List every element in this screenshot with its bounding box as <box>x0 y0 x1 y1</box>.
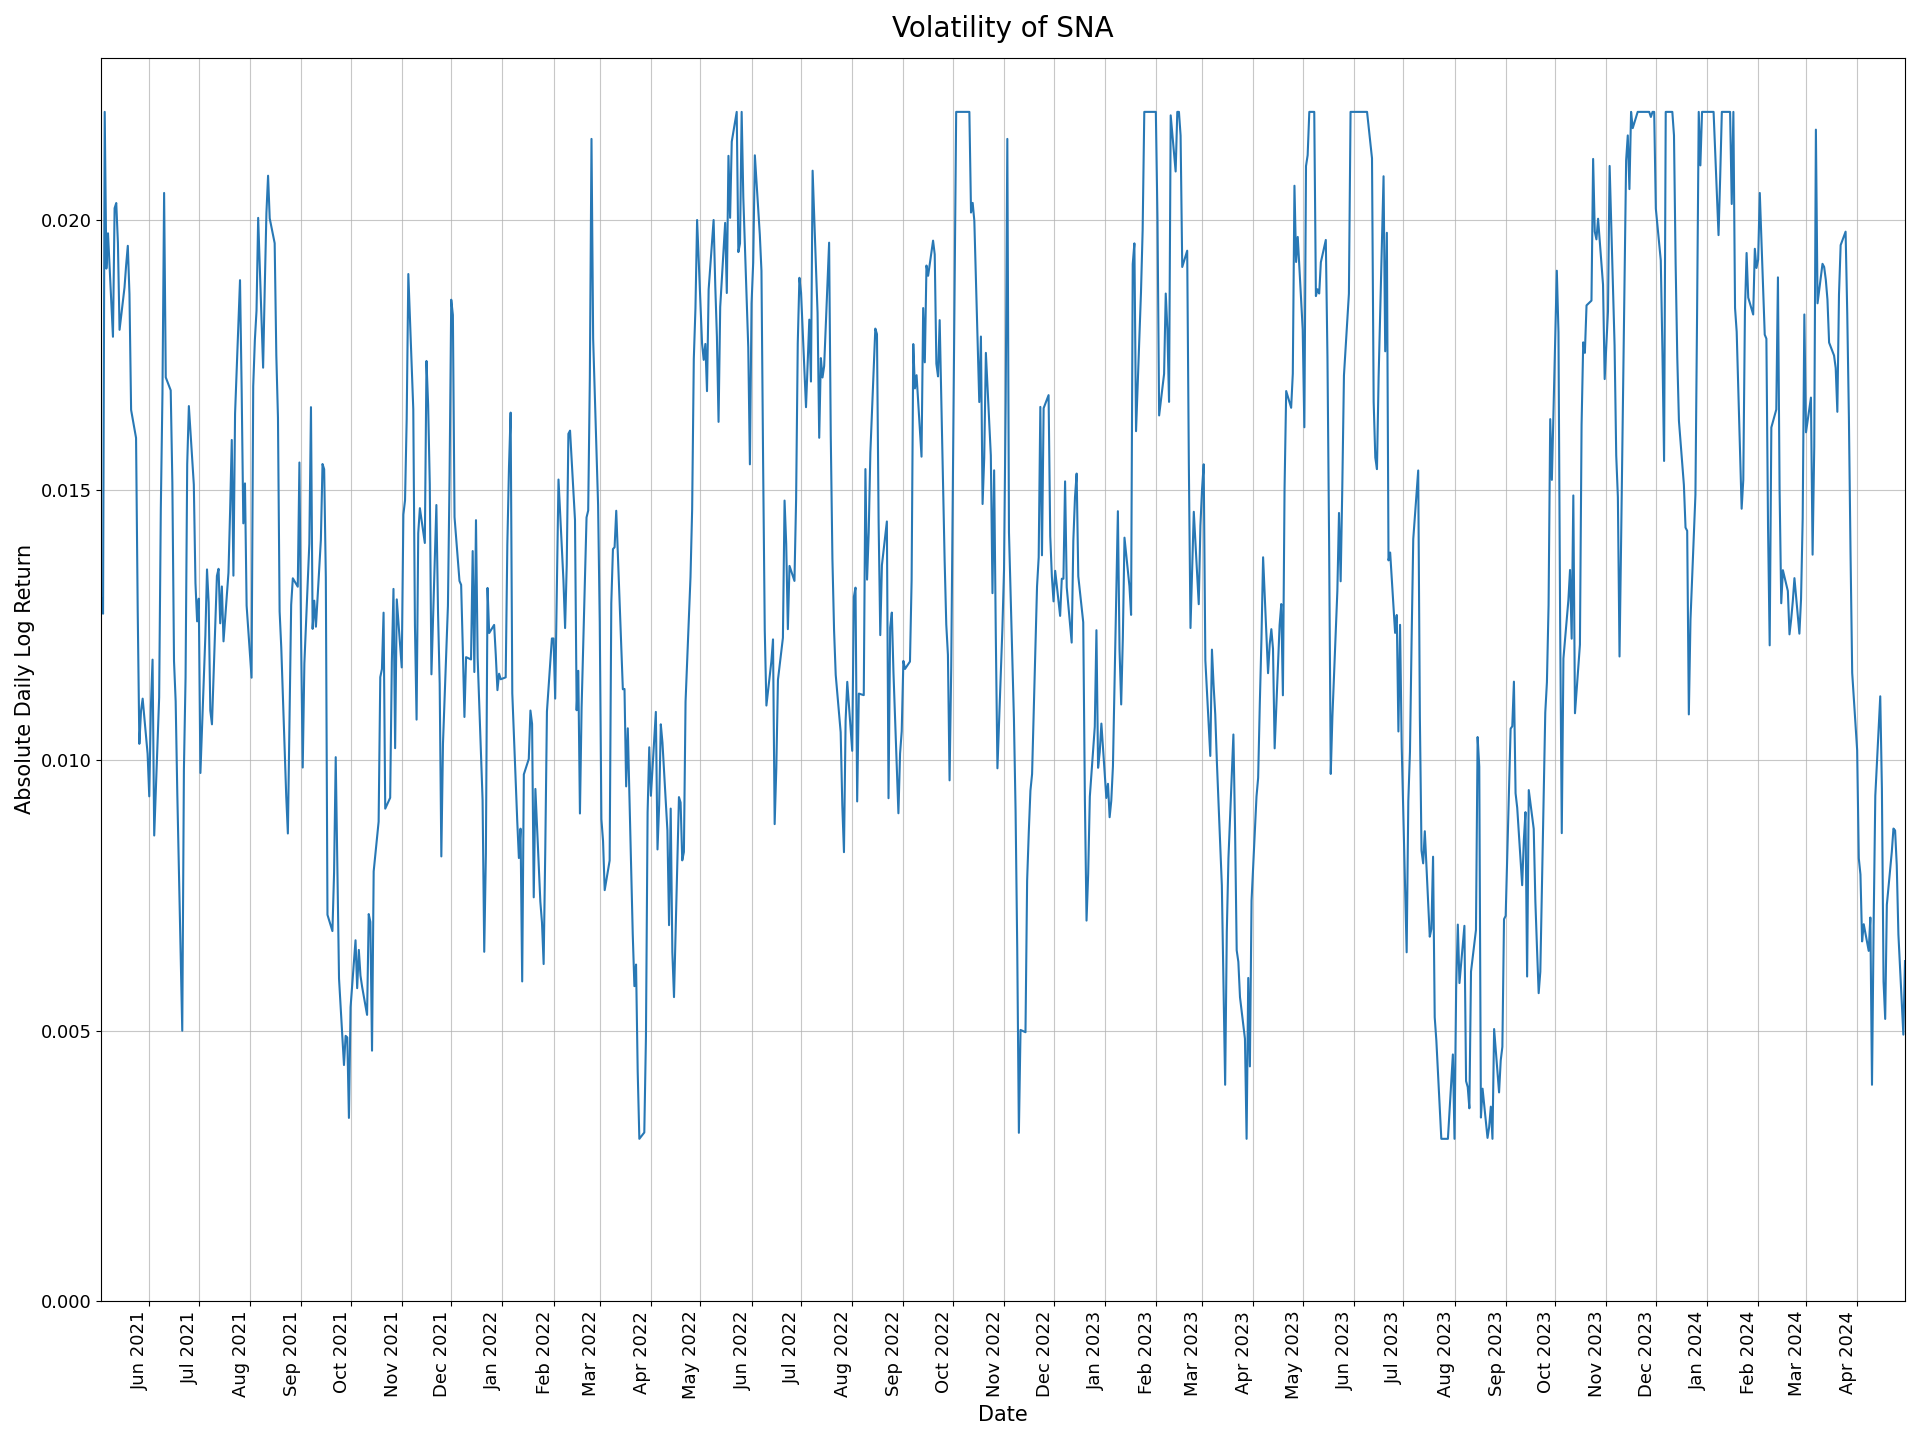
Y-axis label: Absolute Daily Log Return: Absolute Daily Log Return <box>15 544 35 815</box>
X-axis label: Date: Date <box>979 1405 1027 1426</box>
Title: Volatility of SNA: Volatility of SNA <box>893 14 1114 43</box>
